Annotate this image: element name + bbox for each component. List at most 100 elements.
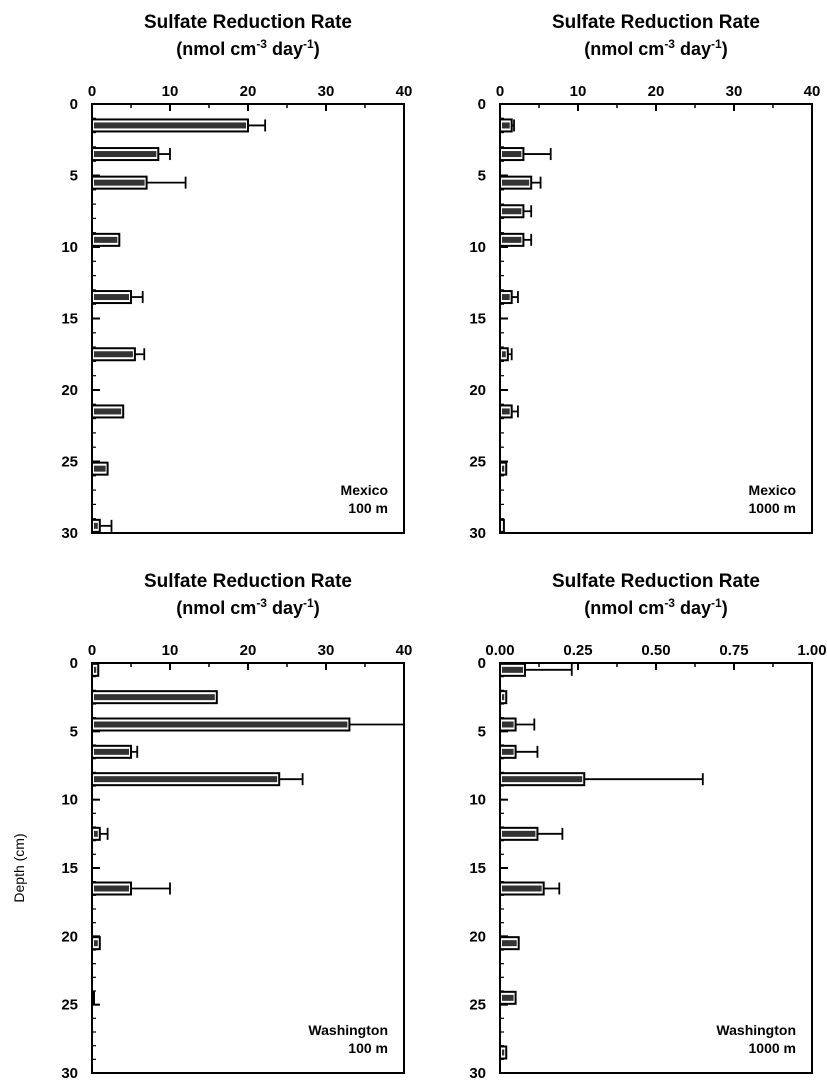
- bar: [499, 518, 505, 533]
- y-tick-label: 30: [61, 525, 78, 542]
- panel-location-label: Washington: [716, 1022, 796, 1038]
- y-tick-label: 5: [70, 168, 78, 185]
- bar-fill: [502, 1049, 505, 1056]
- y-tick-label: 0: [70, 655, 78, 672]
- bar-fill: [502, 721, 514, 728]
- y-tick-label: 0: [70, 96, 78, 113]
- x-tick-label: 0.75: [719, 642, 748, 659]
- panel-location-label: Mexico: [341, 482, 388, 498]
- bar-fill: [94, 179, 145, 186]
- bar-fill: [94, 830, 98, 837]
- x-tick-label: 30: [726, 83, 743, 100]
- plot-frame: [499, 103, 813, 534]
- y-tick-label: 10: [469, 239, 486, 256]
- bar-fill: [502, 885, 542, 892]
- y-tick-label: 10: [61, 792, 78, 809]
- x-axis-unit-label: (nmol cm-3 day-1): [584, 596, 727, 618]
- x-tick-label: 1.00: [797, 642, 826, 659]
- x-axis-unit-label: (nmol cm-3 day-1): [584, 37, 727, 59]
- x-tick-label: 30: [318, 642, 335, 659]
- y-tick-label: 15: [61, 311, 78, 328]
- x-tick-label: 40: [804, 83, 821, 100]
- bar-fill: [94, 351, 133, 358]
- y-tick-label: 15: [469, 860, 486, 877]
- bar-fill: [94, 522, 98, 529]
- bar-fill: [502, 122, 510, 129]
- y-tick-label: 30: [469, 1065, 486, 1082]
- y-tick-label: 10: [469, 792, 486, 809]
- chart-panel-2: Sulfate Reduction Rate (nmol cm-3 day-1) 0…: [469, 12, 820, 542]
- bar-fill: [502, 408, 510, 415]
- x-tick-label: 20: [240, 83, 257, 100]
- x-tick-label: 20: [648, 83, 665, 100]
- x-tick-label: 30: [318, 83, 335, 100]
- chart-panel-3: Sulfate Reduction Rate (nmol cm-3 day-1) 0…: [11, 571, 412, 1082]
- x-tick-label: 0.50: [641, 642, 670, 659]
- bar-fill: [94, 776, 278, 783]
- y-tick-label: 15: [61, 860, 78, 877]
- x-tick-label: 10: [162, 642, 179, 659]
- chart-title: Sulfate Reduction Rate: [552, 571, 760, 592]
- bar-fill: [94, 294, 129, 301]
- y-tick-label: 20: [469, 382, 486, 399]
- y-tick-label: 5: [478, 723, 486, 740]
- bar-fill: [502, 294, 510, 301]
- x-tick-label: 0: [88, 83, 96, 100]
- y-tick-label: 25: [61, 997, 78, 1014]
- y-tick-label: 30: [61, 1065, 78, 1082]
- y-axis-label: Depth (cm): [11, 833, 27, 902]
- y-tick-label: 0: [478, 655, 486, 672]
- bar-fill: [502, 666, 523, 673]
- chart-title: Sulfate Reduction Rate: [144, 12, 352, 33]
- x-tick-label: 40: [396, 83, 413, 100]
- bar-fill: [502, 748, 514, 755]
- chart-title: Sulfate Reduction Rate: [144, 571, 352, 592]
- bar-fill: [94, 721, 348, 728]
- bar-fill: [502, 351, 506, 358]
- bar-fill: [502, 465, 505, 472]
- panel-location-label: 1000 m: [749, 1040, 796, 1056]
- bar-fill: [502, 940, 517, 947]
- panel-location-label: 1000 m: [749, 500, 796, 516]
- x-tick-label: 10: [570, 83, 587, 100]
- y-tick-label: 20: [61, 928, 78, 945]
- bar-fill: [502, 694, 505, 701]
- x-axis-unit-label: (nmol cm-3 day-1): [176, 596, 319, 618]
- x-axis-unit-label: (nmol cm-3 day-1): [176, 37, 319, 59]
- y-tick-label: 30: [469, 525, 486, 542]
- y-tick-label: 20: [61, 382, 78, 399]
- y-tick-label: 15: [469, 311, 486, 328]
- bar-fill: [502, 776, 583, 783]
- x-tick-label: 0.25: [563, 642, 592, 659]
- bar-fill: [94, 748, 129, 755]
- bar-fill: [94, 465, 106, 472]
- y-tick-label: 0: [478, 96, 486, 113]
- y-tick-label: 20: [469, 928, 486, 945]
- bar-fill: [94, 151, 157, 158]
- plot-frame: [499, 662, 813, 1074]
- bar-fill: [502, 208, 522, 215]
- x-tick-label: 0: [88, 642, 96, 659]
- bar-fill: [502, 236, 522, 243]
- bar-fill: [502, 994, 514, 1001]
- y-tick-label: 5: [478, 168, 486, 185]
- y-tick-label: 25: [469, 454, 486, 471]
- bar-fill: [502, 179, 530, 186]
- bar-fill: [94, 940, 98, 947]
- bar-fill: [94, 666, 97, 673]
- bar-fill: [502, 830, 536, 837]
- x-tick-label: 20: [240, 642, 257, 659]
- plot-frame: [91, 103, 405, 534]
- bar-fill: [94, 122, 246, 129]
- bar-fill: [94, 408, 122, 415]
- y-tick-label: 25: [469, 997, 486, 1014]
- y-tick-label: 5: [70, 723, 78, 740]
- x-tick-label: 10: [162, 83, 179, 100]
- bar: [91, 990, 95, 1005]
- chart-panel-1: Sulfate Reduction Rate (nmol cm-3 day-1) 0…: [61, 12, 412, 542]
- panel-location-label: Mexico: [749, 482, 796, 498]
- panel-location-label: 100 m: [348, 1040, 388, 1056]
- bar-fill: [502, 151, 522, 158]
- y-tick-label: 10: [61, 239, 78, 256]
